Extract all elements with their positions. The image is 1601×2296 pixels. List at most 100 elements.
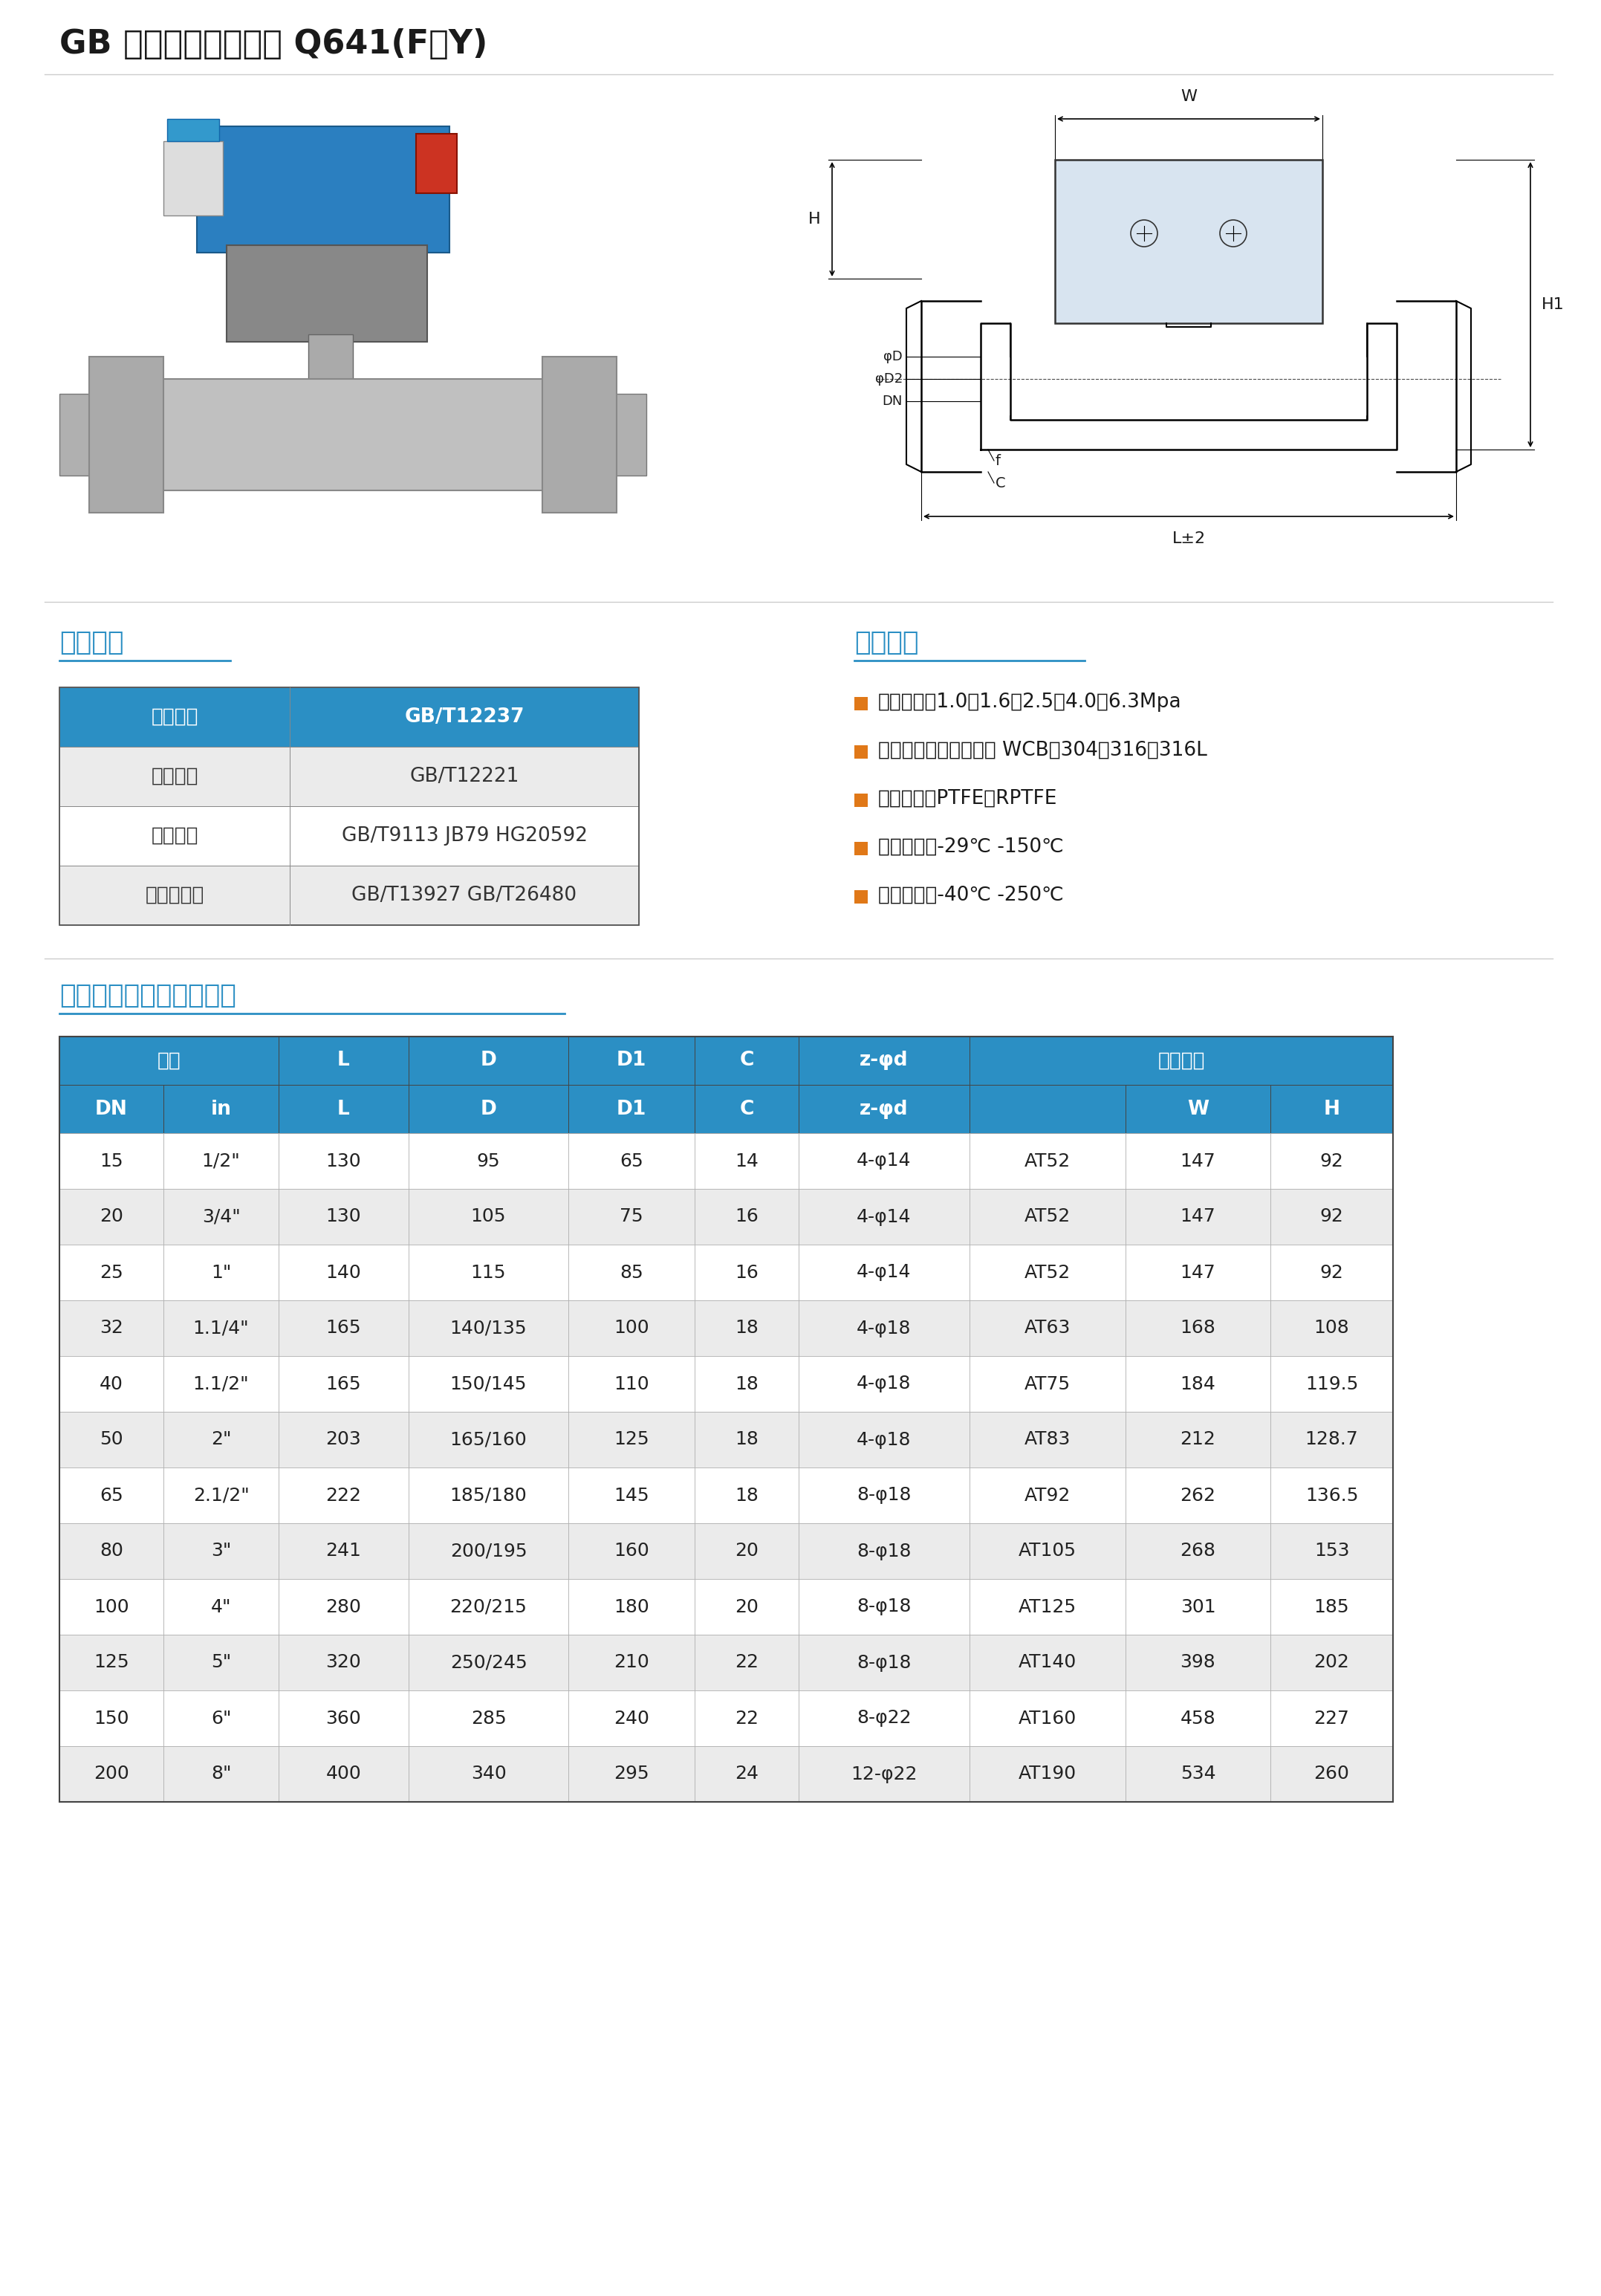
- Text: 8-φ18: 8-φ18: [857, 1653, 911, 1671]
- Bar: [568, 1467, 695, 1522]
- Bar: [279, 1084, 408, 1134]
- Bar: [799, 1244, 970, 1300]
- Text: 气缸型号: 气缸型号: [1158, 1052, 1206, 1070]
- Text: H: H: [809, 211, 821, 227]
- Bar: [59, 1412, 163, 1467]
- Text: L: L: [338, 1052, 351, 1070]
- Text: 18: 18: [735, 1486, 759, 1504]
- Bar: [59, 1084, 163, 1134]
- Text: 458: 458: [1180, 1708, 1215, 1727]
- Text: 阀阀门主体材料：碳钢 WCB、304、316、316L: 阀阀门主体材料：碳钢 WCB、304、316、316L: [877, 742, 1207, 760]
- Bar: [610, 395, 647, 475]
- Text: 20: 20: [99, 1208, 123, 1226]
- Bar: [695, 1134, 799, 1189]
- Text: 140/135: 140/135: [450, 1320, 527, 1336]
- Bar: [279, 1747, 408, 1802]
- Bar: [408, 1467, 568, 1522]
- Bar: [163, 1522, 279, 1580]
- Text: 32: 32: [99, 1320, 123, 1336]
- Bar: [568, 1580, 695, 1635]
- Text: 4-φ14: 4-φ14: [857, 1263, 911, 1281]
- Bar: [408, 1300, 568, 1357]
- Text: 184: 184: [1180, 1375, 1215, 1394]
- Bar: [970, 1134, 1126, 1189]
- Bar: [1126, 1134, 1271, 1189]
- Text: 203: 203: [327, 1430, 362, 1449]
- Text: 145: 145: [613, 1486, 648, 1504]
- Text: φD2: φD2: [876, 372, 903, 386]
- Bar: [408, 1134, 568, 1189]
- Bar: [163, 1134, 279, 1189]
- Bar: [1126, 1467, 1271, 1522]
- Text: AT190: AT190: [1018, 1766, 1076, 1784]
- Text: 168: 168: [1180, 1320, 1215, 1336]
- Bar: [59, 1522, 163, 1580]
- Text: L±2: L±2: [1172, 530, 1206, 546]
- Bar: [1126, 1747, 1271, 1802]
- Text: 18: 18: [735, 1320, 759, 1336]
- Bar: [59, 1747, 163, 1802]
- Text: 65: 65: [99, 1486, 123, 1504]
- Bar: [59, 1189, 163, 1244]
- Bar: [568, 1244, 695, 1300]
- Text: 160: 160: [613, 1543, 650, 1559]
- Bar: [568, 1635, 695, 1690]
- Text: 340: 340: [471, 1766, 506, 1784]
- Bar: [90, 356, 163, 512]
- Bar: [279, 1467, 408, 1522]
- Text: 4": 4": [211, 1598, 231, 1616]
- Text: 15: 15: [99, 1153, 123, 1171]
- Text: L: L: [338, 1100, 351, 1118]
- Bar: [59, 1635, 163, 1690]
- Text: 性能规范: 性能规范: [855, 629, 919, 654]
- Text: 150/145: 150/145: [450, 1375, 527, 1394]
- Text: 241: 241: [327, 1543, 362, 1559]
- Bar: [799, 1467, 970, 1522]
- Text: 250/245: 250/245: [450, 1653, 527, 1671]
- Text: 130: 130: [327, 1153, 362, 1171]
- Bar: [1271, 1084, 1393, 1134]
- Text: 16: 16: [735, 1208, 759, 1226]
- Bar: [408, 1244, 568, 1300]
- Bar: [408, 1747, 568, 1802]
- Text: 212: 212: [1180, 1430, 1215, 1449]
- Bar: [1126, 1300, 1271, 1357]
- Text: 1.1/4": 1.1/4": [194, 1320, 250, 1336]
- Bar: [799, 1357, 970, 1412]
- Text: 534: 534: [1180, 1766, 1215, 1784]
- Bar: [59, 746, 639, 806]
- Text: AT52: AT52: [1025, 1208, 1071, 1226]
- Text: 主要外形及连接法兰尺寸: 主要外形及连接法兰尺寸: [59, 983, 237, 1008]
- Text: 18: 18: [735, 1375, 759, 1394]
- Bar: [799, 1300, 970, 1357]
- Bar: [59, 687, 639, 925]
- Bar: [59, 687, 639, 746]
- Text: AT92: AT92: [1025, 1486, 1071, 1504]
- Bar: [799, 1035, 970, 1084]
- Bar: [163, 1189, 279, 1244]
- Bar: [855, 794, 868, 806]
- Bar: [855, 746, 868, 758]
- Bar: [1126, 1690, 1271, 1747]
- Bar: [1126, 1635, 1271, 1690]
- Text: 25: 25: [99, 1263, 123, 1281]
- Text: 适用温度：-40℃ -250℃: 适用温度：-40℃ -250℃: [877, 886, 1063, 905]
- Bar: [163, 1300, 279, 1357]
- Text: 80: 80: [99, 1543, 123, 1559]
- Bar: [799, 1189, 970, 1244]
- Bar: [568, 1357, 695, 1412]
- Text: 3": 3": [211, 1543, 231, 1559]
- Bar: [695, 1635, 799, 1690]
- Text: 结构长度: 结构长度: [150, 767, 199, 785]
- Text: 1.1/2": 1.1/2": [194, 1375, 250, 1394]
- Text: 140: 140: [327, 1263, 362, 1281]
- Bar: [970, 1522, 1126, 1580]
- Bar: [279, 1244, 408, 1300]
- Text: 280: 280: [327, 1598, 362, 1616]
- Bar: [1271, 1747, 1393, 1802]
- Text: 110: 110: [613, 1375, 648, 1394]
- Bar: [134, 379, 565, 491]
- Text: 147: 147: [1180, 1208, 1215, 1226]
- Bar: [695, 1035, 799, 1084]
- Bar: [695, 1300, 799, 1357]
